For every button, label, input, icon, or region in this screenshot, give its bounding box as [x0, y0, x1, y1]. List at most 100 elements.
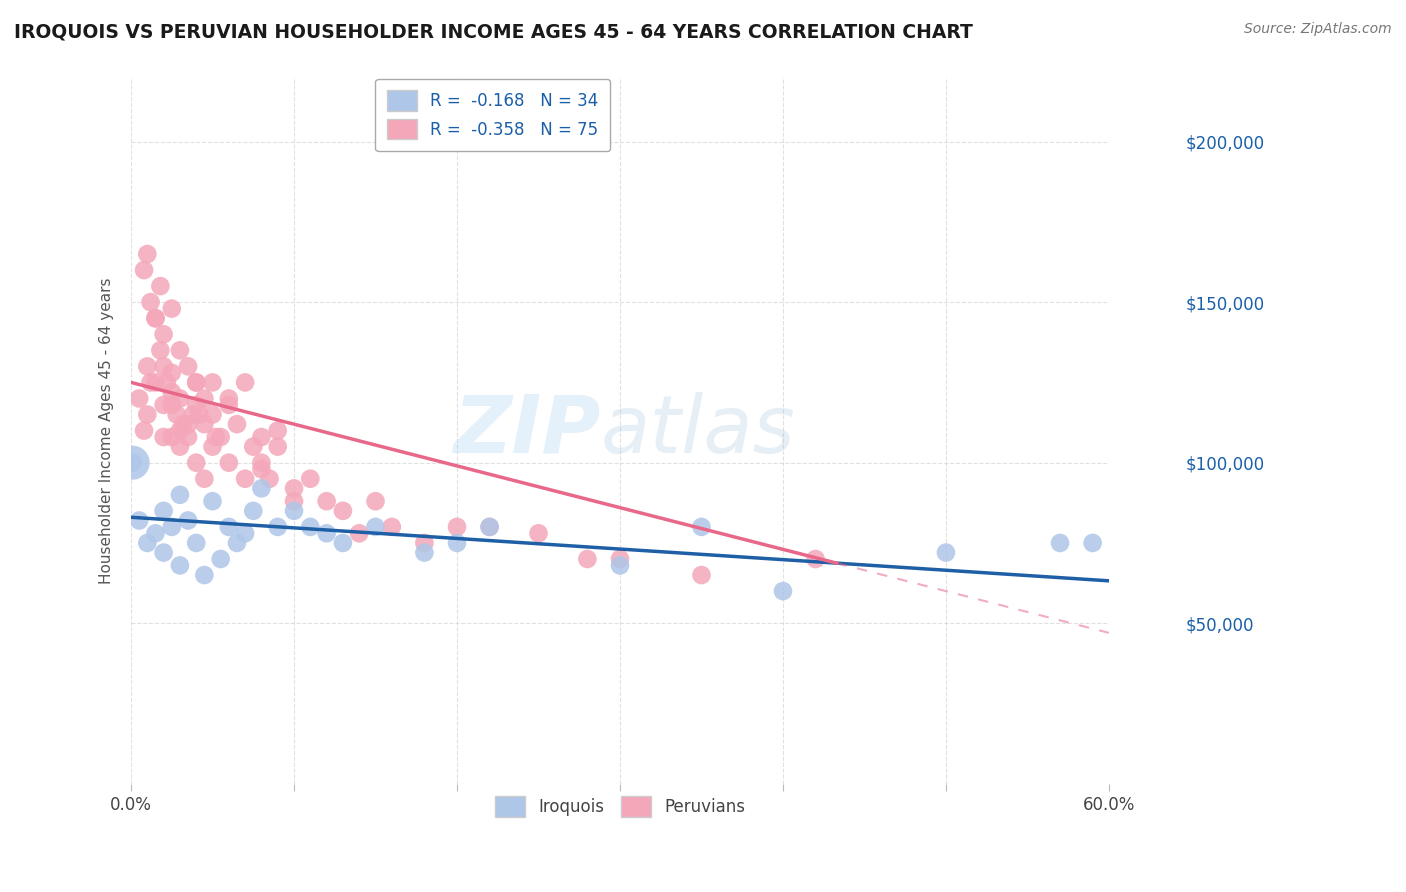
Point — [218, 520, 240, 534]
Text: Source: ZipAtlas.com: Source: ZipAtlas.com — [1244, 22, 1392, 37]
Point — [201, 408, 224, 422]
Point — [299, 520, 322, 534]
Point — [250, 462, 273, 476]
Point — [128, 513, 150, 527]
Point — [478, 520, 501, 534]
Point — [177, 359, 200, 374]
Point — [186, 376, 208, 390]
Point — [201, 494, 224, 508]
Point — [188, 408, 211, 422]
Point — [132, 424, 155, 438]
Point — [160, 366, 183, 380]
Point — [690, 520, 713, 534]
Point — [193, 568, 215, 582]
Y-axis label: Householder Income Ages 45 - 64 years: Householder Income Ages 45 - 64 years — [100, 277, 114, 584]
Point — [136, 359, 159, 374]
Point — [218, 398, 240, 412]
Point — [1081, 536, 1104, 550]
Point — [772, 584, 794, 599]
Point — [145, 311, 167, 326]
Point — [299, 472, 322, 486]
Point — [233, 526, 256, 541]
Point — [193, 392, 215, 406]
Point — [267, 440, 290, 454]
Point — [283, 504, 305, 518]
Point — [136, 536, 159, 550]
Point — [527, 526, 550, 541]
Point — [186, 536, 208, 550]
Point — [576, 552, 599, 566]
Point — [152, 430, 174, 444]
Point — [209, 552, 232, 566]
Point — [259, 472, 281, 486]
Point — [177, 430, 200, 444]
Point — [132, 263, 155, 277]
Point — [172, 417, 194, 432]
Point — [181, 408, 204, 422]
Point — [413, 536, 436, 550]
Point — [218, 392, 240, 406]
Point — [267, 520, 290, 534]
Point — [242, 440, 264, 454]
Point — [609, 558, 631, 573]
Point — [381, 520, 404, 534]
Point — [121, 456, 143, 470]
Text: ZIP: ZIP — [453, 392, 600, 469]
Point — [186, 398, 208, 412]
Point — [136, 408, 159, 422]
Point — [267, 424, 290, 438]
Point — [169, 392, 191, 406]
Point — [226, 417, 249, 432]
Point — [201, 376, 224, 390]
Point — [145, 526, 167, 541]
Point — [1049, 536, 1071, 550]
Point — [169, 558, 191, 573]
Point — [250, 456, 273, 470]
Point — [347, 526, 370, 541]
Point — [136, 247, 159, 261]
Point — [186, 456, 208, 470]
Point — [169, 488, 191, 502]
Point — [332, 504, 354, 518]
Point — [201, 440, 224, 454]
Point — [193, 472, 215, 486]
Text: atlas: atlas — [600, 392, 796, 469]
Point — [446, 536, 468, 550]
Point — [169, 343, 191, 358]
Point — [160, 385, 183, 400]
Point — [204, 430, 226, 444]
Point — [145, 376, 167, 390]
Point — [193, 417, 215, 432]
Point — [242, 504, 264, 518]
Point — [152, 359, 174, 374]
Point — [160, 398, 183, 412]
Point — [160, 520, 183, 534]
Point — [250, 430, 273, 444]
Point — [186, 376, 208, 390]
Point — [152, 504, 174, 518]
Point — [218, 456, 240, 470]
Point — [250, 482, 273, 496]
Text: IROQUOIS VS PERUVIAN HOUSEHOLDER INCOME AGES 45 - 64 YEARS CORRELATION CHART: IROQUOIS VS PERUVIAN HOUSEHOLDER INCOME … — [14, 22, 973, 41]
Point — [413, 545, 436, 559]
Point — [226, 536, 249, 550]
Point — [233, 376, 256, 390]
Point — [139, 376, 162, 390]
Point — [177, 513, 200, 527]
Point — [139, 295, 162, 310]
Point — [156, 376, 179, 390]
Point — [160, 430, 183, 444]
Point — [332, 536, 354, 550]
Point — [315, 494, 337, 508]
Point — [364, 494, 387, 508]
Point — [145, 311, 167, 326]
Point — [160, 301, 183, 316]
Point — [149, 279, 172, 293]
Point — [364, 520, 387, 534]
Point — [283, 482, 305, 496]
Point — [169, 424, 191, 438]
Point — [233, 472, 256, 486]
Point — [315, 526, 337, 541]
Point — [935, 545, 957, 559]
Point — [478, 520, 501, 534]
